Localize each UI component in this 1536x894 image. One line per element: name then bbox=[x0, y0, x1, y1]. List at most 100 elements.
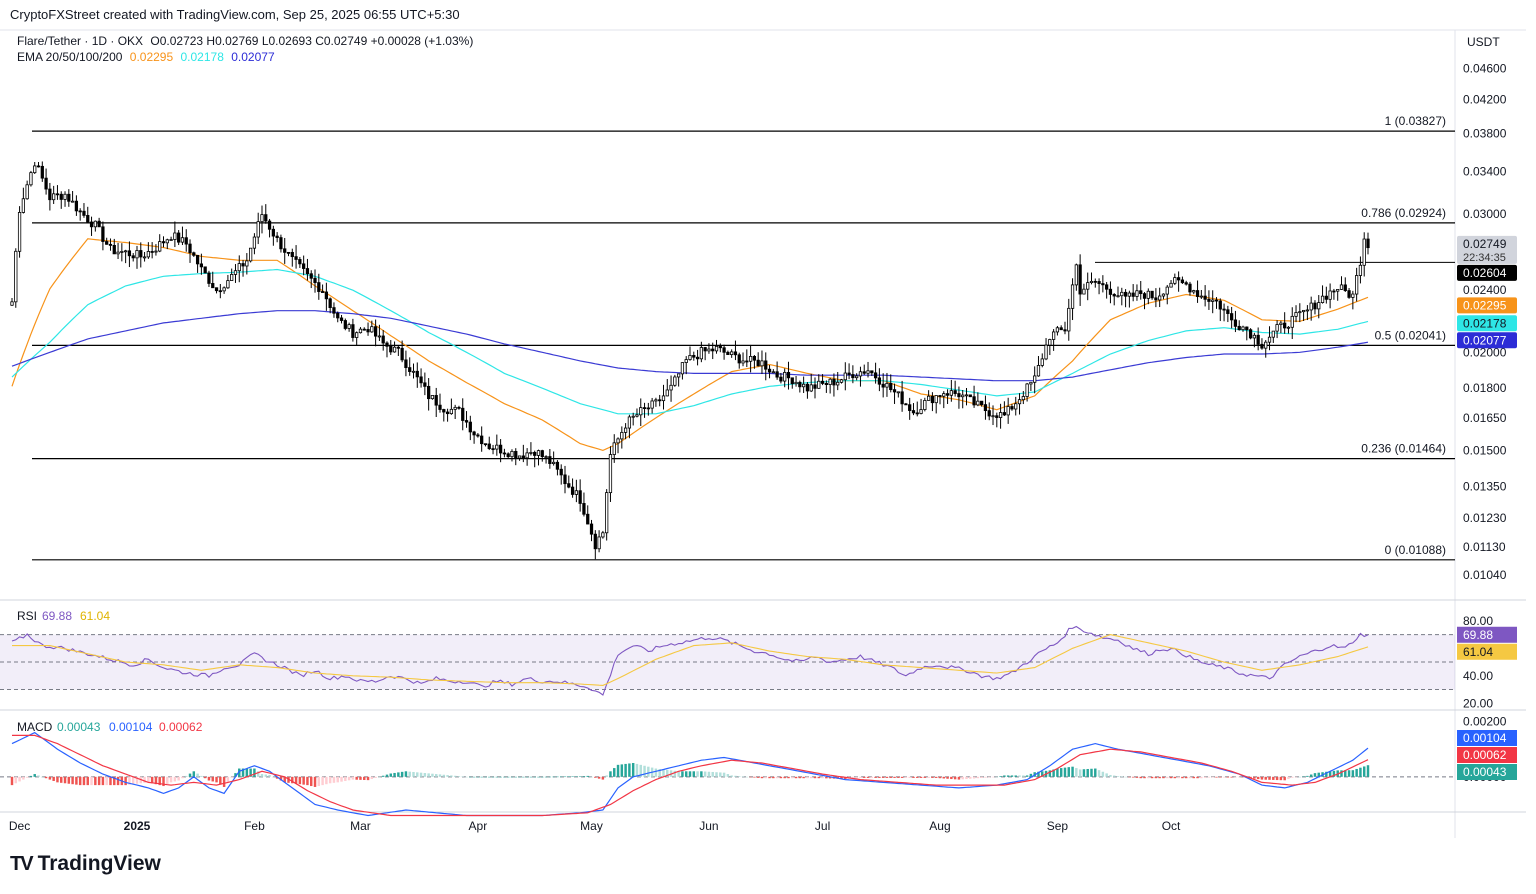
candle-body bbox=[112, 244, 116, 255]
macd-histogram-bar bbox=[711, 771, 714, 777]
candle bbox=[1290, 307, 1294, 340]
candle bbox=[332, 302, 336, 318]
candle-body bbox=[1267, 336, 1272, 343]
macd-histogram-bar bbox=[1309, 774, 1313, 777]
candle bbox=[67, 189, 71, 207]
macd-histogram-bar bbox=[1037, 771, 1040, 777]
macd-histogram-bar bbox=[37, 775, 40, 777]
candle-body bbox=[63, 193, 67, 200]
candle bbox=[714, 339, 719, 354]
candle-body bbox=[199, 263, 204, 268]
candle bbox=[40, 161, 44, 182]
candle-body bbox=[529, 451, 533, 454]
candle-body bbox=[616, 438, 620, 444]
candle bbox=[620, 426, 624, 449]
candle bbox=[142, 251, 147, 262]
candle-body bbox=[370, 326, 374, 333]
y-tick-label: 0.01230 bbox=[1463, 511, 1507, 525]
macd-histogram-bar bbox=[442, 774, 446, 777]
candle-body bbox=[1339, 284, 1344, 290]
candle-body bbox=[169, 239, 173, 241]
candle-body bbox=[601, 532, 605, 538]
candle bbox=[1059, 325, 1063, 331]
candle bbox=[52, 185, 56, 204]
candle-body bbox=[851, 374, 855, 379]
candle-body bbox=[1044, 344, 1048, 360]
candle-body bbox=[1097, 281, 1101, 284]
candle-body bbox=[1142, 293, 1147, 299]
candle bbox=[813, 377, 817, 399]
macd-histogram-bar bbox=[874, 776, 877, 778]
candle-body bbox=[498, 444, 503, 454]
macd-histogram-bar bbox=[1097, 770, 1101, 777]
candle-body bbox=[44, 177, 48, 190]
macd-histogram-bar bbox=[635, 763, 639, 777]
candle-body bbox=[548, 456, 552, 464]
candle-body bbox=[995, 415, 999, 418]
candle-body bbox=[514, 450, 518, 459]
candle bbox=[267, 218, 272, 238]
macd-histogram-bar bbox=[374, 776, 377, 778]
candle bbox=[623, 423, 628, 440]
candle bbox=[44, 168, 48, 195]
candle bbox=[601, 530, 605, 539]
macd-histogram-bar bbox=[317, 776, 321, 787]
candle-body bbox=[817, 380, 821, 389]
macd-histogram-bar bbox=[889, 776, 892, 778]
macd-histogram-bar bbox=[143, 776, 146, 783]
candle bbox=[139, 242, 143, 268]
macd-histogram-bar bbox=[101, 776, 105, 786]
ema20-line bbox=[11, 238, 1369, 452]
macd-histogram-bar bbox=[715, 772, 718, 777]
candle-body bbox=[642, 407, 647, 410]
x-tick-label: 2025 bbox=[124, 819, 151, 833]
candle bbox=[1086, 272, 1090, 301]
ema-legend[interactable]: EMA 20/50/100/200 0.02295 0.02178 0.0207… bbox=[17, 50, 279, 64]
macd-histogram-bar bbox=[506, 776, 510, 778]
candle bbox=[904, 402, 908, 406]
candle-body bbox=[264, 214, 268, 222]
candle-body bbox=[923, 400, 927, 410]
macd-histogram-bar bbox=[1200, 776, 1203, 779]
candle-body bbox=[86, 214, 90, 223]
candle-body bbox=[339, 317, 344, 321]
macd-histogram-bar bbox=[14, 776, 18, 784]
candle-body bbox=[222, 287, 226, 292]
rsi-y-tick: 80.00 bbox=[1463, 614, 1493, 628]
candle-body bbox=[1203, 295, 1207, 300]
price-axis-label bbox=[1457, 315, 1517, 332]
candle bbox=[650, 397, 654, 414]
macd-histogram-bar bbox=[412, 771, 415, 777]
candle bbox=[392, 341, 397, 353]
candle bbox=[173, 221, 177, 248]
candle-body bbox=[214, 287, 219, 292]
candle bbox=[362, 327, 366, 331]
macd-histogram-bar bbox=[1158, 776, 1161, 779]
candle-body bbox=[1245, 326, 1249, 331]
candle bbox=[169, 236, 173, 241]
candle bbox=[1366, 232, 1370, 255]
macd-histogram-bar bbox=[1022, 775, 1025, 777]
candle bbox=[976, 392, 980, 407]
candle-body bbox=[324, 291, 329, 300]
candle-body bbox=[1112, 294, 1116, 297]
rsi-line bbox=[11, 625, 1369, 696]
candle bbox=[1173, 273, 1177, 286]
candle bbox=[112, 238, 116, 255]
candle bbox=[14, 248, 18, 308]
candle-body bbox=[722, 347, 726, 353]
candle bbox=[915, 401, 919, 417]
candle bbox=[881, 373, 885, 398]
signal-legend-value: 0.00062 bbox=[159, 720, 203, 734]
symbol-name[interactable]: Flare/Tether · 1D · OKX bbox=[17, 34, 144, 48]
macd-histogram-bar bbox=[185, 775, 188, 777]
macd-histogram-bar bbox=[1052, 769, 1055, 777]
macd-histogram-bar bbox=[514, 776, 517, 778]
macd-histogram-bar bbox=[1226, 776, 1230, 778]
candle bbox=[320, 284, 325, 293]
candle bbox=[36, 162, 41, 168]
macd-histogram-bar bbox=[279, 776, 283, 781]
ema200-line bbox=[11, 310, 1369, 382]
candle bbox=[1074, 263, 1078, 291]
